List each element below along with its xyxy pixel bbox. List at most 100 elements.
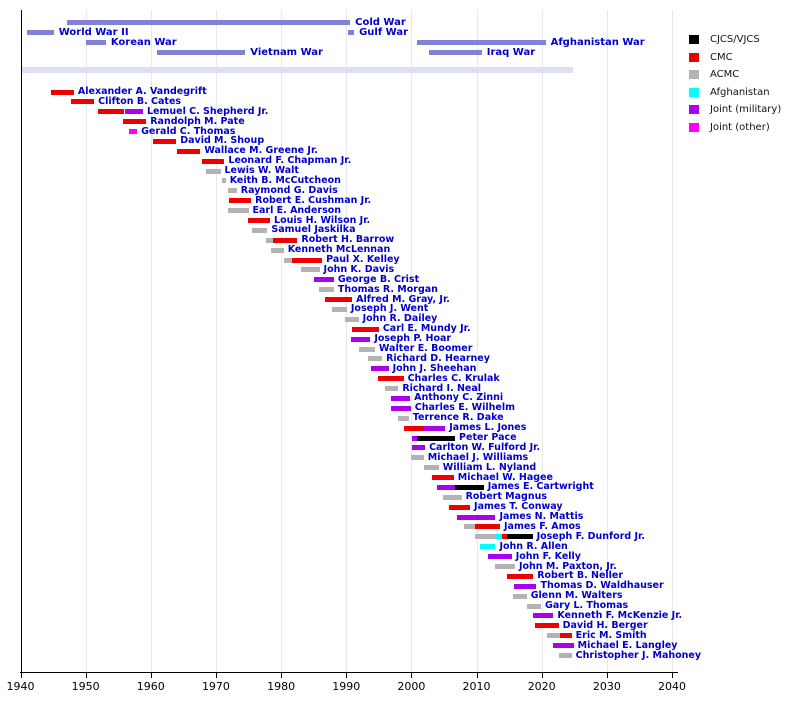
person-name-link[interactable]: Michael J. Williams (427, 451, 529, 463)
person-name-link[interactable]: Michael E. Langley (577, 639, 678, 651)
person-name-link[interactable]: Paul X. Kelley (326, 254, 400, 266)
war-bar-gulf-war (347, 29, 355, 35)
bar-jm (371, 366, 389, 372)
person-name-link[interactable]: Glenn M. Walters (530, 590, 623, 602)
war-label[interactable]: Korean War (110, 37, 177, 49)
person-name-link[interactable]: Robert H. Barrow (301, 234, 395, 246)
person-name-link[interactable]: Charles E. Wilhelm (414, 402, 515, 414)
person-name-link[interactable]: Richard D. Hearney (386, 352, 490, 364)
bar-cmc (202, 158, 225, 164)
person-name-link[interactable]: William L. Nyland (442, 461, 537, 473)
person-name-link[interactable]: Kenneth McLennan (287, 244, 391, 256)
bar-acmc (463, 524, 476, 530)
bar-cjcs (507, 534, 533, 540)
person-name-link[interactable]: Christopher J. Mahoney (575, 649, 702, 661)
person-name-link[interactable]: Samuel Jaskilka (271, 224, 356, 236)
person-name-link[interactable]: Richard I. Neal (402, 382, 482, 394)
bar-cmc (324, 297, 353, 303)
person-name-link[interactable]: John K. Davis (323, 263, 395, 275)
war-bar-vietnam-war (156, 50, 246, 56)
bar-cmc (501, 534, 508, 540)
person-name-link[interactable]: James L. Jones (449, 422, 527, 434)
x-axis-spine (20, 672, 678, 673)
bar-acmc (318, 287, 334, 293)
person-name-link[interactable]: John R. Allen (499, 540, 568, 552)
person-name-link[interactable]: Joseph F. Dunford Jr. (536, 530, 645, 542)
war-bar-iraq-war (428, 50, 482, 56)
person-name-link[interactable]: John F. Kelly (515, 550, 581, 562)
person-name-link[interactable]: Louis H. Wilson Jr. (274, 214, 371, 226)
axis-tick-label: 1940 (6, 680, 35, 693)
war-label[interactable]: Cold War (355, 16, 406, 28)
person-name-link[interactable]: Alfred M. Gray, Jr. (356, 293, 450, 305)
bar-acmc (385, 386, 399, 392)
person-name-link[interactable]: Earl E. Anderson (252, 204, 342, 216)
person-name-link[interactable]: James F. Amos (504, 520, 581, 532)
war-label[interactable]: Gulf War (359, 26, 409, 38)
person-name-link[interactable]: David M. Shoup (180, 135, 265, 147)
person-name-link[interactable]: Gary L. Thomas (545, 600, 629, 612)
axis-tick (476, 673, 478, 678)
person-name-link[interactable]: Wallace M. Greene Jr. (204, 145, 318, 157)
person-name-link[interactable]: Robert B. Neller (537, 570, 624, 582)
legend-swatch-afg (689, 87, 699, 97)
bar-cmc (559, 633, 572, 639)
war-label[interactable]: Iraq War (486, 47, 536, 59)
person-name-link[interactable]: Michael W. Hagee (457, 471, 553, 483)
person-name-link[interactable]: Robert E. Cushman Jr. (255, 194, 372, 206)
person-name-link[interactable]: Kenneth F. McKenzie Jr. (557, 609, 683, 621)
person-name-link[interactable]: Keith B. McCutcheon (229, 174, 341, 186)
legend-swatch-cjcs (689, 35, 699, 44)
person-name-link[interactable]: Randolph M. Pate (150, 115, 245, 127)
axis-tick (281, 673, 283, 678)
bar-cmc (247, 218, 270, 224)
legend-swatch-acmc (689, 70, 699, 80)
axis-tick-label: 1950 (71, 680, 100, 693)
bar-acmc (423, 465, 439, 471)
war-label[interactable]: Afghanistan War (550, 37, 645, 49)
person-name-link[interactable]: Thomas R. Morgan (337, 283, 438, 295)
person-name-link[interactable]: Joseph J. Went (350, 303, 429, 315)
person-name-link[interactable]: George B. Crist (337, 273, 420, 285)
person-name-link[interactable]: Terrence R. Dake (412, 412, 504, 424)
bar-jm (313, 277, 334, 283)
person-name-link[interactable]: Leonard F. Chapman Jr. (228, 155, 352, 167)
war-label[interactable]: Vietnam War (250, 47, 323, 59)
person-name-link[interactable]: Alexander A. Vandegrift (77, 86, 207, 97)
person-name-link[interactable]: Thomas D. Waldhauser (540, 580, 664, 592)
legend-swatch-jm (689, 105, 699, 115)
bar-cmc (51, 89, 74, 95)
war-label[interactable]: World War II (58, 26, 129, 38)
axis-tick-label: 2040 (658, 680, 686, 693)
person-name-link[interactable]: Gerald C. Thomas (141, 125, 236, 137)
bar-cmc (431, 475, 454, 481)
decade-gridline (541, 10, 543, 672)
axis-tick-label: 1960 (136, 680, 165, 693)
bar-acmc (283, 257, 293, 263)
person-name-link[interactable]: Peter Pace (459, 432, 517, 443)
bar-jm (412, 445, 426, 451)
person-name-link[interactable]: Charles C. Krulak (407, 372, 500, 384)
person-name-link[interactable]: James E. Cartwright (487, 481, 594, 493)
bar-acmc (358, 346, 375, 352)
person-name-link[interactable]: Clifton B. Cates (98, 95, 182, 107)
person-name-link[interactable]: Raymond G. Davis (240, 184, 338, 196)
person-name-link[interactable]: David H. Berger (562, 619, 648, 631)
decade-gridline (215, 10, 217, 672)
person-name-link[interactable]: John M. Paxton, Jr. (518, 560, 617, 572)
person-name-link[interactable]: Walter E. Boomer (378, 343, 473, 355)
person-name-link[interactable]: James T. Conway (474, 501, 563, 513)
person-name-link[interactable]: Carlton W. Fulford Jr. (429, 441, 541, 453)
person-name-link[interactable]: Eric M. Smith (575, 629, 647, 641)
person-name-link[interactable]: Robert Magnus (465, 491, 548, 503)
person-name-link[interactable]: John R. Dailey (362, 313, 438, 325)
person-name-link[interactable]: Carl E. Mundy Jr. (382, 323, 471, 335)
person-name-link[interactable]: Joseph P. Hoar (374, 333, 452, 345)
person-name-link[interactable]: Lemuel C. Shepherd Jr. (146, 105, 269, 117)
bar-jm (488, 554, 512, 560)
person-name-link[interactable]: Anthony C. Zinni (414, 392, 504, 404)
person-name-link[interactable]: James N. Mattis (499, 511, 584, 523)
person-name-link[interactable]: Lewis W. Walt (224, 165, 299, 177)
person-name-link[interactable]: John J. Sheehan (392, 362, 477, 374)
